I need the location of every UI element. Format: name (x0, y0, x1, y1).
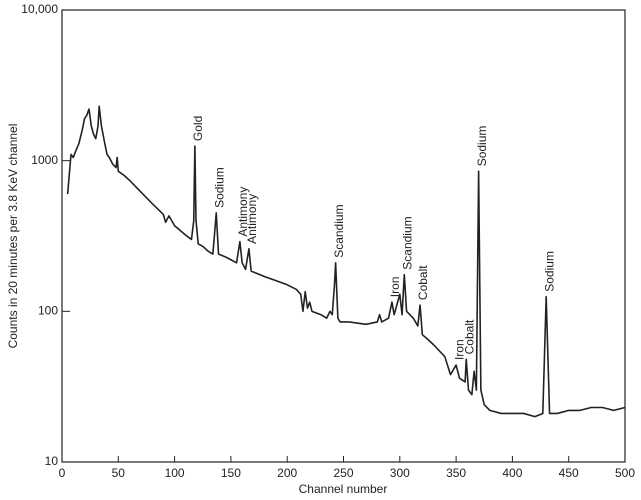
x-tick-label: 200 (277, 466, 297, 480)
x-tick-label: 250 (333, 466, 353, 480)
peak-label: Scandium (400, 216, 414, 269)
y-tick-label: 10 (45, 454, 59, 468)
x-tick-label: 300 (390, 466, 410, 480)
spectrum-line (66, 105, 626, 418)
peak-label: Antimony (236, 187, 250, 237)
peak-label: Scandium (332, 204, 346, 257)
y-tick-label: 10,000 (21, 2, 58, 16)
x-tick-label: 100 (165, 466, 185, 480)
x-tick-label: 450 (559, 466, 579, 480)
peak-label: Cobalt (416, 265, 430, 300)
x-tick-label: 350 (446, 466, 466, 480)
x-tick-label: 50 (112, 466, 126, 480)
peak-label: Iron (452, 339, 466, 360)
peak-label: Cobalt (462, 319, 476, 354)
y-axis-title: Counts in 20 minutes per 3.8 KeV channel (6, 124, 20, 349)
peak-label: Sodium (475, 126, 489, 167)
peak-label: Gold (191, 116, 205, 141)
peak-label: Sodium (542, 251, 556, 292)
x-tick-label: 500 (615, 466, 635, 480)
x-axis-title: Channel number (299, 482, 388, 496)
peak-label: Sodium (212, 167, 226, 208)
x-tick-label: 400 (502, 466, 522, 480)
x-tick-label: 0 (59, 466, 66, 480)
x-tick-label: 150 (221, 466, 241, 480)
y-tick-label: 1000 (31, 153, 58, 167)
peak-label: Antimony (245, 194, 259, 244)
y-tick-label: 100 (38, 304, 58, 318)
peak-label: Iron (388, 277, 402, 298)
